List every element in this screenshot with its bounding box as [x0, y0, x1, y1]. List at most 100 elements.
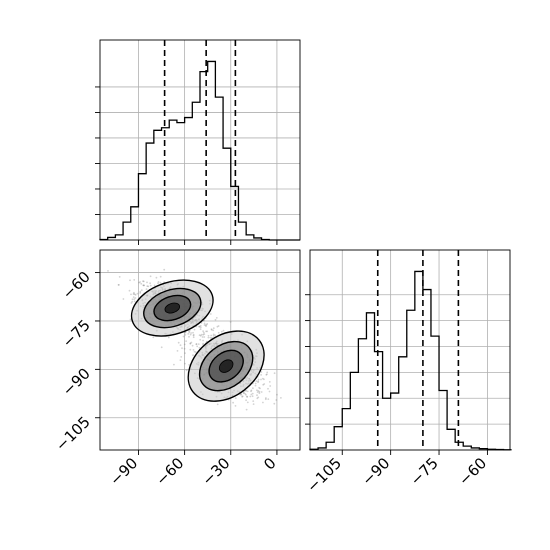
scatter-point	[257, 378, 260, 381]
scatter-point	[234, 405, 237, 407]
scatter-point	[133, 298, 136, 300]
scatter-point	[245, 394, 247, 396]
scatter-point	[190, 341, 193, 344]
scatter-point	[153, 284, 156, 287]
scatter-point	[257, 390, 260, 392]
scatter-point	[239, 393, 242, 396]
scatter-point	[268, 390, 271, 393]
scatter-point	[185, 369, 188, 372]
scatter-point	[192, 334, 195, 337]
scatter-point	[190, 332, 193, 334]
scatter-point	[191, 344, 194, 347]
scatter-point	[131, 300, 134, 303]
histogram-steps	[309, 270, 512, 451]
scatter-point	[192, 334, 195, 336]
scatter-point	[275, 399, 278, 401]
scatter-point	[245, 390, 248, 392]
scatter-point	[204, 324, 207, 327]
scatter-point	[132, 293, 135, 295]
x-tick-label: −90	[106, 454, 141, 489]
scatter-point	[133, 300, 136, 303]
scatter-point	[134, 293, 137, 296]
x-tick-label: −105	[303, 454, 345, 496]
scatter-point	[273, 372, 276, 375]
scatter-point	[254, 382, 257, 385]
scatter-point	[215, 317, 218, 319]
scatter-point	[251, 395, 254, 398]
scatter-point	[207, 334, 210, 337]
scatter-point	[234, 397, 237, 399]
scatter-point	[133, 291, 135, 294]
scatter-point	[107, 270, 109, 272]
scatter-point	[155, 276, 158, 279]
scatter-point	[250, 390, 252, 393]
scatter-point	[212, 329, 215, 332]
scatter-point	[143, 284, 145, 287]
scatter-point	[199, 326, 202, 329]
scatter-point	[189, 348, 192, 351]
scatter-point	[256, 389, 258, 392]
scatter-point	[199, 338, 202, 341]
scatter-point	[147, 285, 150, 288]
scatter-point	[136, 292, 139, 295]
scatter-point	[246, 390, 249, 393]
scatter-point	[263, 383, 266, 385]
histogram-steps	[99, 60, 300, 241]
scatter-point	[188, 329, 191, 332]
scatter-point	[276, 393, 278, 396]
scatter-point	[184, 362, 186, 365]
scatter-point	[202, 339, 205, 342]
contour-group	[130, 279, 214, 337]
scatter-point	[259, 387, 261, 390]
scatter-point	[128, 289, 131, 292]
histogram-panel-param-2: −105 −90 −75 −60	[303, 249, 512, 496]
scatter-point	[177, 341, 180, 344]
scatter-point	[252, 403, 255, 405]
scatter-point	[203, 324, 206, 326]
scatter-point	[129, 318, 132, 321]
contour-level	[164, 302, 181, 314]
scatter-point	[188, 331, 191, 334]
x-tick-label: −30	[198, 454, 233, 489]
scatter-point	[260, 378, 262, 381]
scatter-point	[139, 290, 142, 293]
scatter-point	[241, 395, 244, 398]
scatter-point	[256, 394, 258, 397]
scatter-point	[241, 395, 244, 398]
scatter-point	[188, 363, 191, 366]
scatter-point	[252, 400, 255, 402]
scatter-point	[202, 342, 205, 345]
axes-frame	[99, 39, 301, 241]
scatter-point	[205, 323, 208, 326]
scatter-point	[143, 284, 145, 287]
scatter-point	[194, 351, 197, 353]
scatter-point	[242, 391, 245, 394]
axes-frame	[99, 249, 301, 451]
contour-group	[187, 330, 265, 402]
scatter-point	[220, 330, 223, 333]
scatter-point	[202, 333, 205, 336]
scatter-point	[146, 281, 148, 284]
scatter-point	[149, 282, 152, 285]
scatter-point	[183, 347, 186, 350]
scatter-point	[142, 280, 145, 283]
scatter-point	[188, 335, 190, 338]
scatter-point	[203, 322, 206, 325]
scatter-point	[267, 398, 270, 400]
scatter-point	[167, 336, 170, 339]
scatter-point	[199, 334, 202, 337]
scatter-point	[133, 293, 136, 296]
scatter-point	[189, 342, 192, 345]
scatter-point	[198, 325, 201, 328]
scatter-point	[209, 313, 212, 315]
scatter-point	[266, 371, 269, 374]
scatter-point	[173, 363, 175, 366]
scatter-point	[157, 282, 159, 285]
scatter-point	[117, 284, 120, 286]
scatter-point	[257, 381, 259, 384]
scatter-point	[255, 380, 258, 382]
scatter-point	[252, 387, 254, 390]
scatter-point	[265, 397, 267, 399]
scatter-point	[280, 397, 282, 399]
scatter-point	[134, 297, 137, 299]
